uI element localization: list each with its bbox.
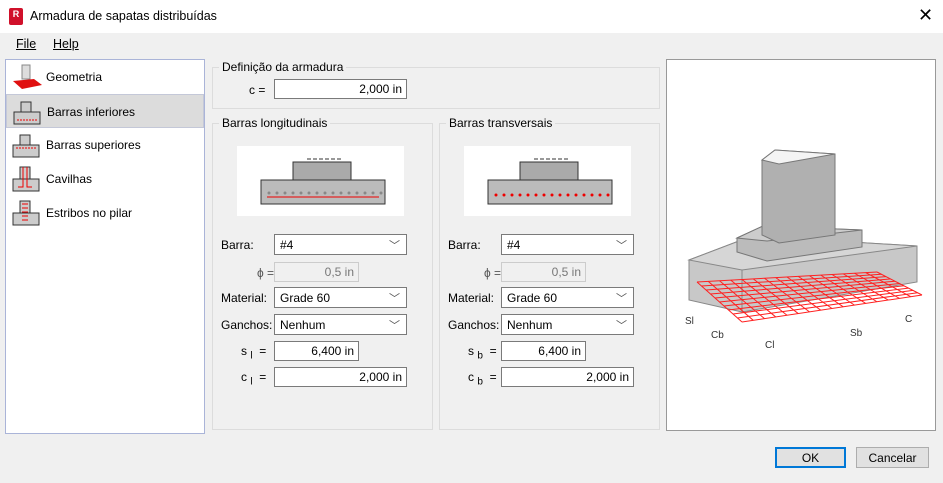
dowels-icon <box>12 166 40 192</box>
rebar-line <box>797 275 844 308</box>
sidebar-item-label: Barras superiores <box>46 138 141 152</box>
hooks-select[interactable]: Nenhum ﹀ <box>274 314 407 335</box>
rebar-line <box>809 275 855 306</box>
cb-label: Cb <box>711 330 724 341</box>
rebar-line <box>719 280 765 320</box>
bar-select[interactable]: #4 ﹀ <box>501 234 634 255</box>
cover-input[interactable]: 2,000 in <box>501 367 634 387</box>
sidebar-item-cavilhas[interactable]: Cavilhas <box>6 162 204 196</box>
material-select[interactable]: Grade 60 ﹀ <box>274 287 407 308</box>
c-input[interactable]: 2,000 in <box>274 79 407 99</box>
rebar-line <box>842 273 889 301</box>
close-icon[interactable]: ✕ <box>918 5 934 25</box>
material-select[interactable]: Grade 60 ﹀ <box>501 287 634 308</box>
phi-label: ϕ = <box>257 266 275 280</box>
sidebar: Geometria Barras inferiores Barras super… <box>5 59 205 434</box>
material-value: Grade 60 <box>507 291 558 305</box>
section-diagram <box>237 146 404 216</box>
ok-button[interactable]: OK <box>775 447 846 468</box>
menu-file[interactable]: File <box>16 37 37 51</box>
c-dim-label: C <box>905 314 912 325</box>
group-title: Barras transversais <box>446 116 556 130</box>
rebar-line <box>876 271 923 296</box>
sb-label: Sb <box>850 328 863 339</box>
definition-title: Definição da armadura <box>219 60 347 74</box>
longitudinal-group: Barras longitudinais Barra: #4 ﹀ ϕ = 0,5 … <box>212 116 433 430</box>
title-bar: R Armadura de sapatas distribuídas ✕ <box>0 0 943 33</box>
bottom-bars-icon <box>13 101 41 125</box>
chevron-down-icon: ﹀ <box>616 293 627 305</box>
hooks-value: Nenhum <box>280 318 326 332</box>
preview-panel: Sl Cb Cl Sb C <box>666 59 936 431</box>
sidebar-item-estribos[interactable]: Estribos no pilar <box>6 196 204 230</box>
spacing-label: s l = <box>241 344 267 362</box>
rebar-line <box>730 279 777 318</box>
hooks-select[interactable]: Nenhum ﹀ <box>501 314 634 335</box>
rebar-line <box>775 277 822 311</box>
hooks-label: Ganchos: <box>448 318 500 332</box>
bar-label: Barra: <box>221 238 254 252</box>
bar-value: #4 <box>280 238 294 252</box>
rebar-line <box>865 272 911 298</box>
cover-label: c b = <box>468 370 497 388</box>
material-label: Material: <box>448 291 495 305</box>
sl-label: Sl <box>685 316 694 327</box>
footing-geometry-icon <box>13 64 42 89</box>
phi-label: ϕ = <box>484 266 502 280</box>
menu-help[interactable]: Help <box>53 37 79 51</box>
chevron-down-icon: ﹀ <box>389 320 400 332</box>
hooks-value: Nenhum <box>507 318 553 332</box>
bar-select[interactable]: #4 ﹀ <box>274 234 407 255</box>
spacing-input[interactable]: 6,400 in <box>274 341 359 361</box>
chevron-down-icon: ﹀ <box>616 320 627 332</box>
chevron-down-icon: ﹀ <box>616 240 627 252</box>
section-diagram <box>464 146 631 216</box>
rebar-line <box>831 274 878 303</box>
rebar-line <box>752 278 799 314</box>
chevron-down-icon: ﹀ <box>389 293 400 305</box>
cover-label: c l = <box>241 370 267 388</box>
menu-bar: File Help <box>0 33 943 55</box>
app-icon: R <box>9 8 23 25</box>
c-label: c = <box>249 83 266 97</box>
bar-label: Barra: <box>448 238 481 252</box>
cancel-button[interactable]: Cancelar <box>856 447 929 468</box>
cl-label: Cl <box>765 340 774 351</box>
column-stirrups-icon <box>12 200 40 226</box>
material-value: Grade 60 <box>280 291 331 305</box>
phi-input: 0,5 in <box>501 262 586 282</box>
window-title: Armadura de sapatas distribuídas <box>30 9 217 23</box>
spacing-label: s b = <box>468 344 497 362</box>
transversal-group: Barras transversais Barra: #4 ﹀ ϕ = 0,5 i… <box>439 116 660 430</box>
rebar-line <box>696 281 743 323</box>
footing-3d-preview: Sl Cb Cl Sb C <box>685 149 923 351</box>
bar-value: #4 <box>507 238 521 252</box>
chevron-down-icon: ﹀ <box>389 240 400 252</box>
sidebar-item-label: Estribos no pilar <box>46 206 133 220</box>
rebar-line <box>707 280 754 321</box>
top-bars-icon <box>12 134 40 158</box>
rebar-line <box>741 279 788 316</box>
spacing-input[interactable]: 6,400 in <box>501 341 586 361</box>
rebar-line <box>854 272 900 299</box>
sidebar-item-barras-superiores[interactable]: Barras superiores <box>6 128 204 162</box>
rebar-line <box>820 274 867 304</box>
sidebar-item-geometria[interactable]: Geometria <box>6 60 204 94</box>
cover-input[interactable]: 2,000 in <box>274 367 407 387</box>
material-label: Material: <box>221 291 268 305</box>
sidebar-item-barras-inferiores[interactable]: Barras inferiores <box>6 94 204 128</box>
group-title: Barras longitudinais <box>219 116 331 130</box>
rebar-line <box>786 276 833 309</box>
rebar-grid <box>696 271 923 323</box>
sidebar-item-label: Geometria <box>46 70 103 84</box>
sidebar-item-label: Cavilhas <box>46 172 93 186</box>
rebar-line <box>764 277 810 313</box>
phi-input: 0,5 in <box>274 262 359 282</box>
hooks-label: Ganchos: <box>221 318 273 332</box>
definition-group: Definição da armadura c = 2,000 in <box>212 60 660 109</box>
sidebar-item-label: Barras inferiores <box>47 105 136 119</box>
